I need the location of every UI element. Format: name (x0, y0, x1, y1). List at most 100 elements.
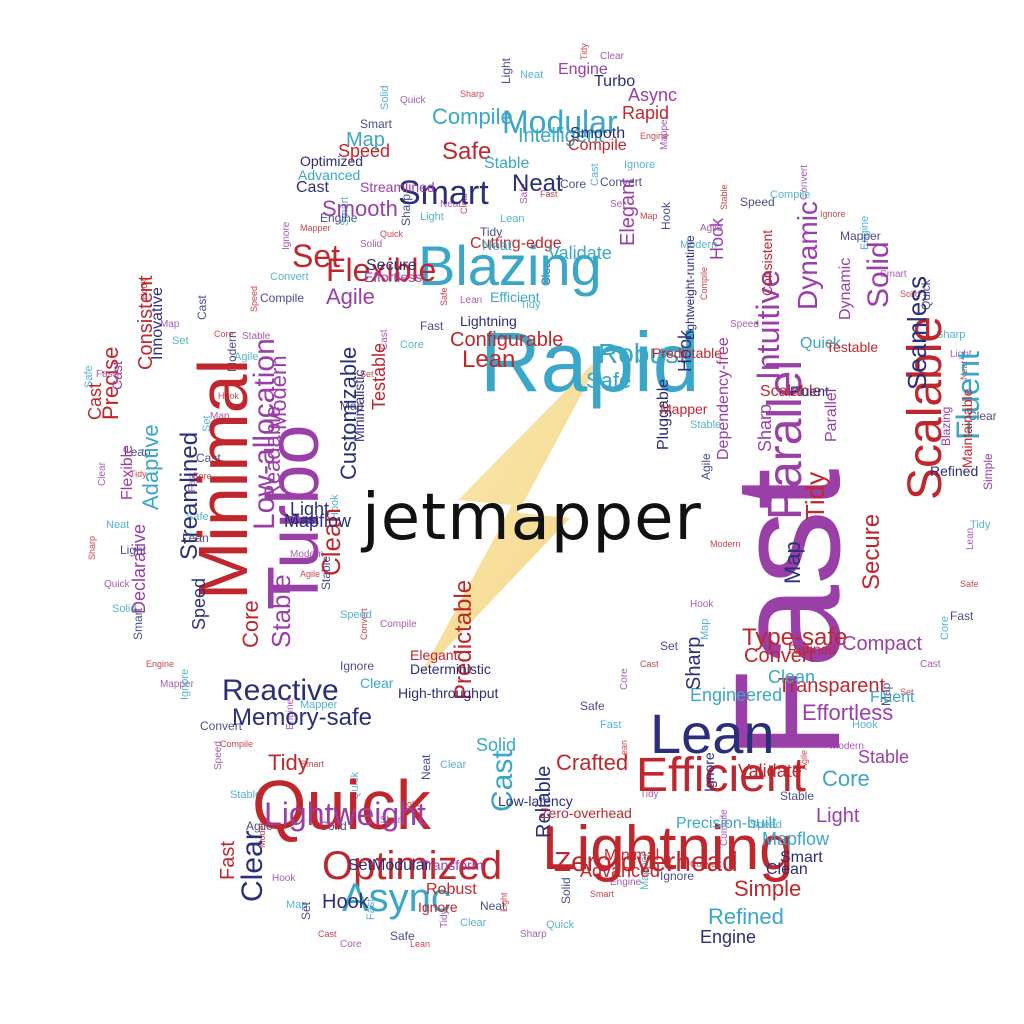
filler-word: Set (360, 369, 374, 379)
cloud-word: Dynamic (837, 257, 854, 320)
filler-word: Mapper (300, 699, 338, 711)
cloud-word: Transform (420, 857, 484, 873)
filler-word: Smart (880, 269, 907, 280)
cloud-word: Modular (372, 857, 430, 874)
filler-word: Set (660, 639, 679, 653)
cloud-word: Cast (85, 382, 105, 420)
cloud-word: Hook (322, 891, 369, 913)
filler-word: Solid (379, 85, 391, 110)
filler-word: Speed (750, 819, 782, 831)
cloud-word: Lightning (542, 814, 794, 883)
filler-word: Cast (195, 295, 209, 320)
filler-word: Compile (380, 619, 417, 630)
cloud-word: Innovative (149, 287, 166, 360)
cloud-word: Optimized (322, 844, 503, 888)
filler-word: Ignore (624, 159, 656, 171)
filler-word: Hook (218, 391, 240, 401)
cloud-word: Mapflow (284, 511, 352, 531)
filler-word: Mapper (300, 223, 331, 233)
filler-word: Lean (410, 939, 431, 949)
filler-word: Agile (234, 351, 259, 363)
filler-word: Cast (640, 659, 659, 669)
cloud-word: Compact (842, 633, 923, 655)
filler-word: Engine (640, 131, 669, 141)
cloud-word: Validate (548, 243, 612, 263)
cloud-word: Hook (707, 217, 727, 260)
filler-word: Set (299, 901, 313, 920)
cloud-word: Turbo (594, 73, 636, 90)
cloud-word: Deterministic (410, 661, 491, 677)
filler-word: Fast (540, 189, 558, 199)
cloud-word: Neat (512, 170, 563, 197)
filler-word: Compile (699, 266, 709, 300)
filler-word: Sharp (520, 929, 547, 940)
cloud-word: Blazing (939, 406, 953, 446)
filler-word: Speed (340, 609, 372, 621)
cloud-word: Low-latency (498, 793, 573, 809)
cloud-word: Testable (826, 339, 879, 355)
filler-word: Solid (112, 603, 137, 615)
cloud-word: Elegant (617, 178, 639, 246)
filler-word: Agile (300, 569, 321, 579)
filler-word: Mapper (840, 229, 881, 243)
filler-word: Set (172, 335, 189, 347)
cloud-word: Tidy (268, 750, 309, 775)
cloud-word: Flexible (119, 444, 136, 500)
filler-word: Agile (246, 819, 273, 833)
filler-word: Map (640, 211, 658, 221)
cloud-word: Core (238, 600, 263, 648)
filler-word: Core (214, 329, 234, 339)
filler-word: Fast (96, 369, 116, 380)
filler-word: Stable (230, 789, 262, 801)
cloud-word: Mapper (660, 401, 708, 417)
filler-word: Engine (146, 659, 175, 669)
filler-word: Ignore (660, 869, 695, 883)
cloud-word: Adaptive (138, 424, 163, 510)
cloud-word: Cast (109, 361, 125, 390)
cloud-word: Clear (360, 675, 394, 691)
cloud-word: Simple (981, 453, 995, 490)
cloud-word: Configurable (450, 329, 564, 351)
cloud-word: Quick (252, 766, 431, 844)
filler-word: Safe (960, 579, 979, 589)
cloud-word: Cutting-edge (470, 235, 562, 252)
filler-word: Smart (360, 117, 393, 131)
cloud-word: Predictable (652, 345, 723, 361)
cloud-word: Fluent (790, 383, 829, 399)
cloud-word: Smart (398, 174, 489, 212)
filler-word: Core (560, 177, 587, 191)
filler-word: Lean (460, 295, 483, 306)
filler-word: Cast (196, 451, 221, 465)
cloud-word: Lean (650, 702, 775, 765)
cloud-word: Ignore (418, 899, 458, 915)
filler-word: Clear (440, 759, 467, 771)
cloud-word: Minimalistic (351, 369, 367, 442)
cloud-word: Stable (858, 747, 910, 767)
cloud-word: Lightning (460, 313, 517, 329)
filler-word: Hook (659, 201, 673, 230)
cloud-word: Robust (598, 338, 687, 369)
filler-word: Set (610, 199, 626, 210)
filler-word: Clear (460, 917, 487, 929)
cloud-word: Clear (236, 830, 269, 902)
cloud-word: Efficient (636, 749, 806, 802)
cloud-word: Cast (296, 179, 329, 196)
cloud-word: Parallel (823, 388, 840, 442)
filler-word: Quick (380, 229, 404, 239)
filler-word: Convert (690, 859, 722, 869)
cloud-word: Solid (862, 241, 895, 308)
cloud-word: Dynamic (792, 201, 823, 310)
cloud-word: Stable (266, 574, 296, 648)
cloud-word: Consistent (759, 229, 775, 296)
filler-word: Quick (546, 919, 575, 931)
filler-word: Tidy (130, 469, 147, 479)
filler-word: Sharp (460, 89, 485, 99)
filler-word: Neat (520, 69, 544, 81)
filler-word: Map (210, 411, 230, 422)
cloud-word: Robust (426, 881, 477, 898)
cloud-word: Elegant (410, 647, 458, 663)
cloud-word: Precision-built (676, 815, 777, 832)
filler-word: Solid (360, 239, 383, 250)
cloud-word: Stable (484, 155, 530, 172)
